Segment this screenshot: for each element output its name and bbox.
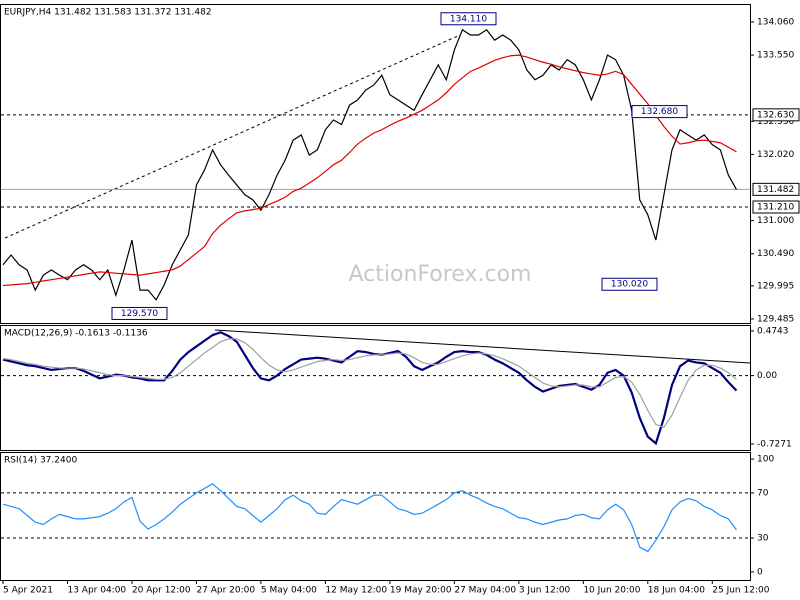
x-tick-label: 5 Apr 2021 xyxy=(3,586,53,596)
annotation-box xyxy=(601,277,658,291)
annotation-label: 132.680 xyxy=(641,107,678,117)
y-tick-label: 130.490 xyxy=(757,249,794,259)
level-label-box xyxy=(752,108,800,122)
x-tick-label: 20 Apr 12:00 xyxy=(132,586,191,596)
x-tick-label: 19 May 20:00 xyxy=(390,586,452,596)
level-label-box xyxy=(752,182,800,196)
series-line xyxy=(2,483,737,553)
panel-title: RSI(14) 37.2400 xyxy=(4,456,77,466)
y-tick-label: 100 xyxy=(757,455,774,465)
watermark: ActionForex.com xyxy=(349,262,532,287)
annotation-box xyxy=(111,306,168,320)
y-tick-label: 129.995 xyxy=(757,281,794,291)
y-tick-label: 132.020 xyxy=(757,150,794,160)
trend-line xyxy=(4,34,461,239)
x-tick-label: 5 May 04:00 xyxy=(261,586,317,596)
level-label: 132.630 xyxy=(757,110,794,120)
x-tick-label: 25 Jun 12:00 xyxy=(712,586,769,596)
y-tick-label: 132.530 xyxy=(757,117,794,127)
annotation-box xyxy=(440,12,497,26)
annotation-label: 130.020 xyxy=(611,280,648,290)
series-line xyxy=(2,54,737,287)
level-label: 131.482 xyxy=(757,185,794,195)
panel-title: EURJPY,H4 131.482 131.583 131.372 131.48… xyxy=(4,8,212,18)
y-tick-label: 70 xyxy=(757,488,769,498)
y-tick-label: 0.4743 xyxy=(757,326,789,336)
y-tick-label: 30 xyxy=(757,534,769,544)
series-line xyxy=(2,28,737,301)
x-tick-label: 18 Jun 04:00 xyxy=(648,586,705,596)
x-tick-label: 27 Apr 20:00 xyxy=(196,586,255,596)
annotation-label: 129.570 xyxy=(121,309,158,319)
y-tick-label: 0.00 xyxy=(757,371,777,381)
x-tick-label: 27 May 04:00 xyxy=(454,586,516,596)
macd-panel xyxy=(0,325,751,451)
level-label-box xyxy=(752,200,800,214)
annotation-box xyxy=(631,105,688,119)
rsi-panel xyxy=(0,452,751,581)
y-tick-label: -0.7271 xyxy=(757,439,792,449)
panel-title: MACD(12,26,9) -0.1613 -0.1136 xyxy=(4,329,148,339)
series-line xyxy=(2,338,737,429)
y-tick-label: 133.550 xyxy=(757,51,794,61)
x-tick-label: 12 May 12:00 xyxy=(325,586,387,596)
y-tick-label: 134.060 xyxy=(757,18,794,28)
annotation-label: 134.110 xyxy=(450,14,487,24)
x-tick-label: 13 Apr 04:00 xyxy=(67,586,126,596)
macd-trend-line xyxy=(214,329,751,364)
price-panel xyxy=(0,4,751,324)
level-label: 131.210 xyxy=(757,203,794,213)
y-tick-label: 129.485 xyxy=(757,314,794,324)
x-tick-label: 3 Jun 12:00 xyxy=(519,586,571,596)
x-tick-label: 10 Jun 20:00 xyxy=(583,586,640,596)
y-tick-label: 0 xyxy=(757,567,763,577)
y-tick-label: 131.000 xyxy=(757,216,794,226)
